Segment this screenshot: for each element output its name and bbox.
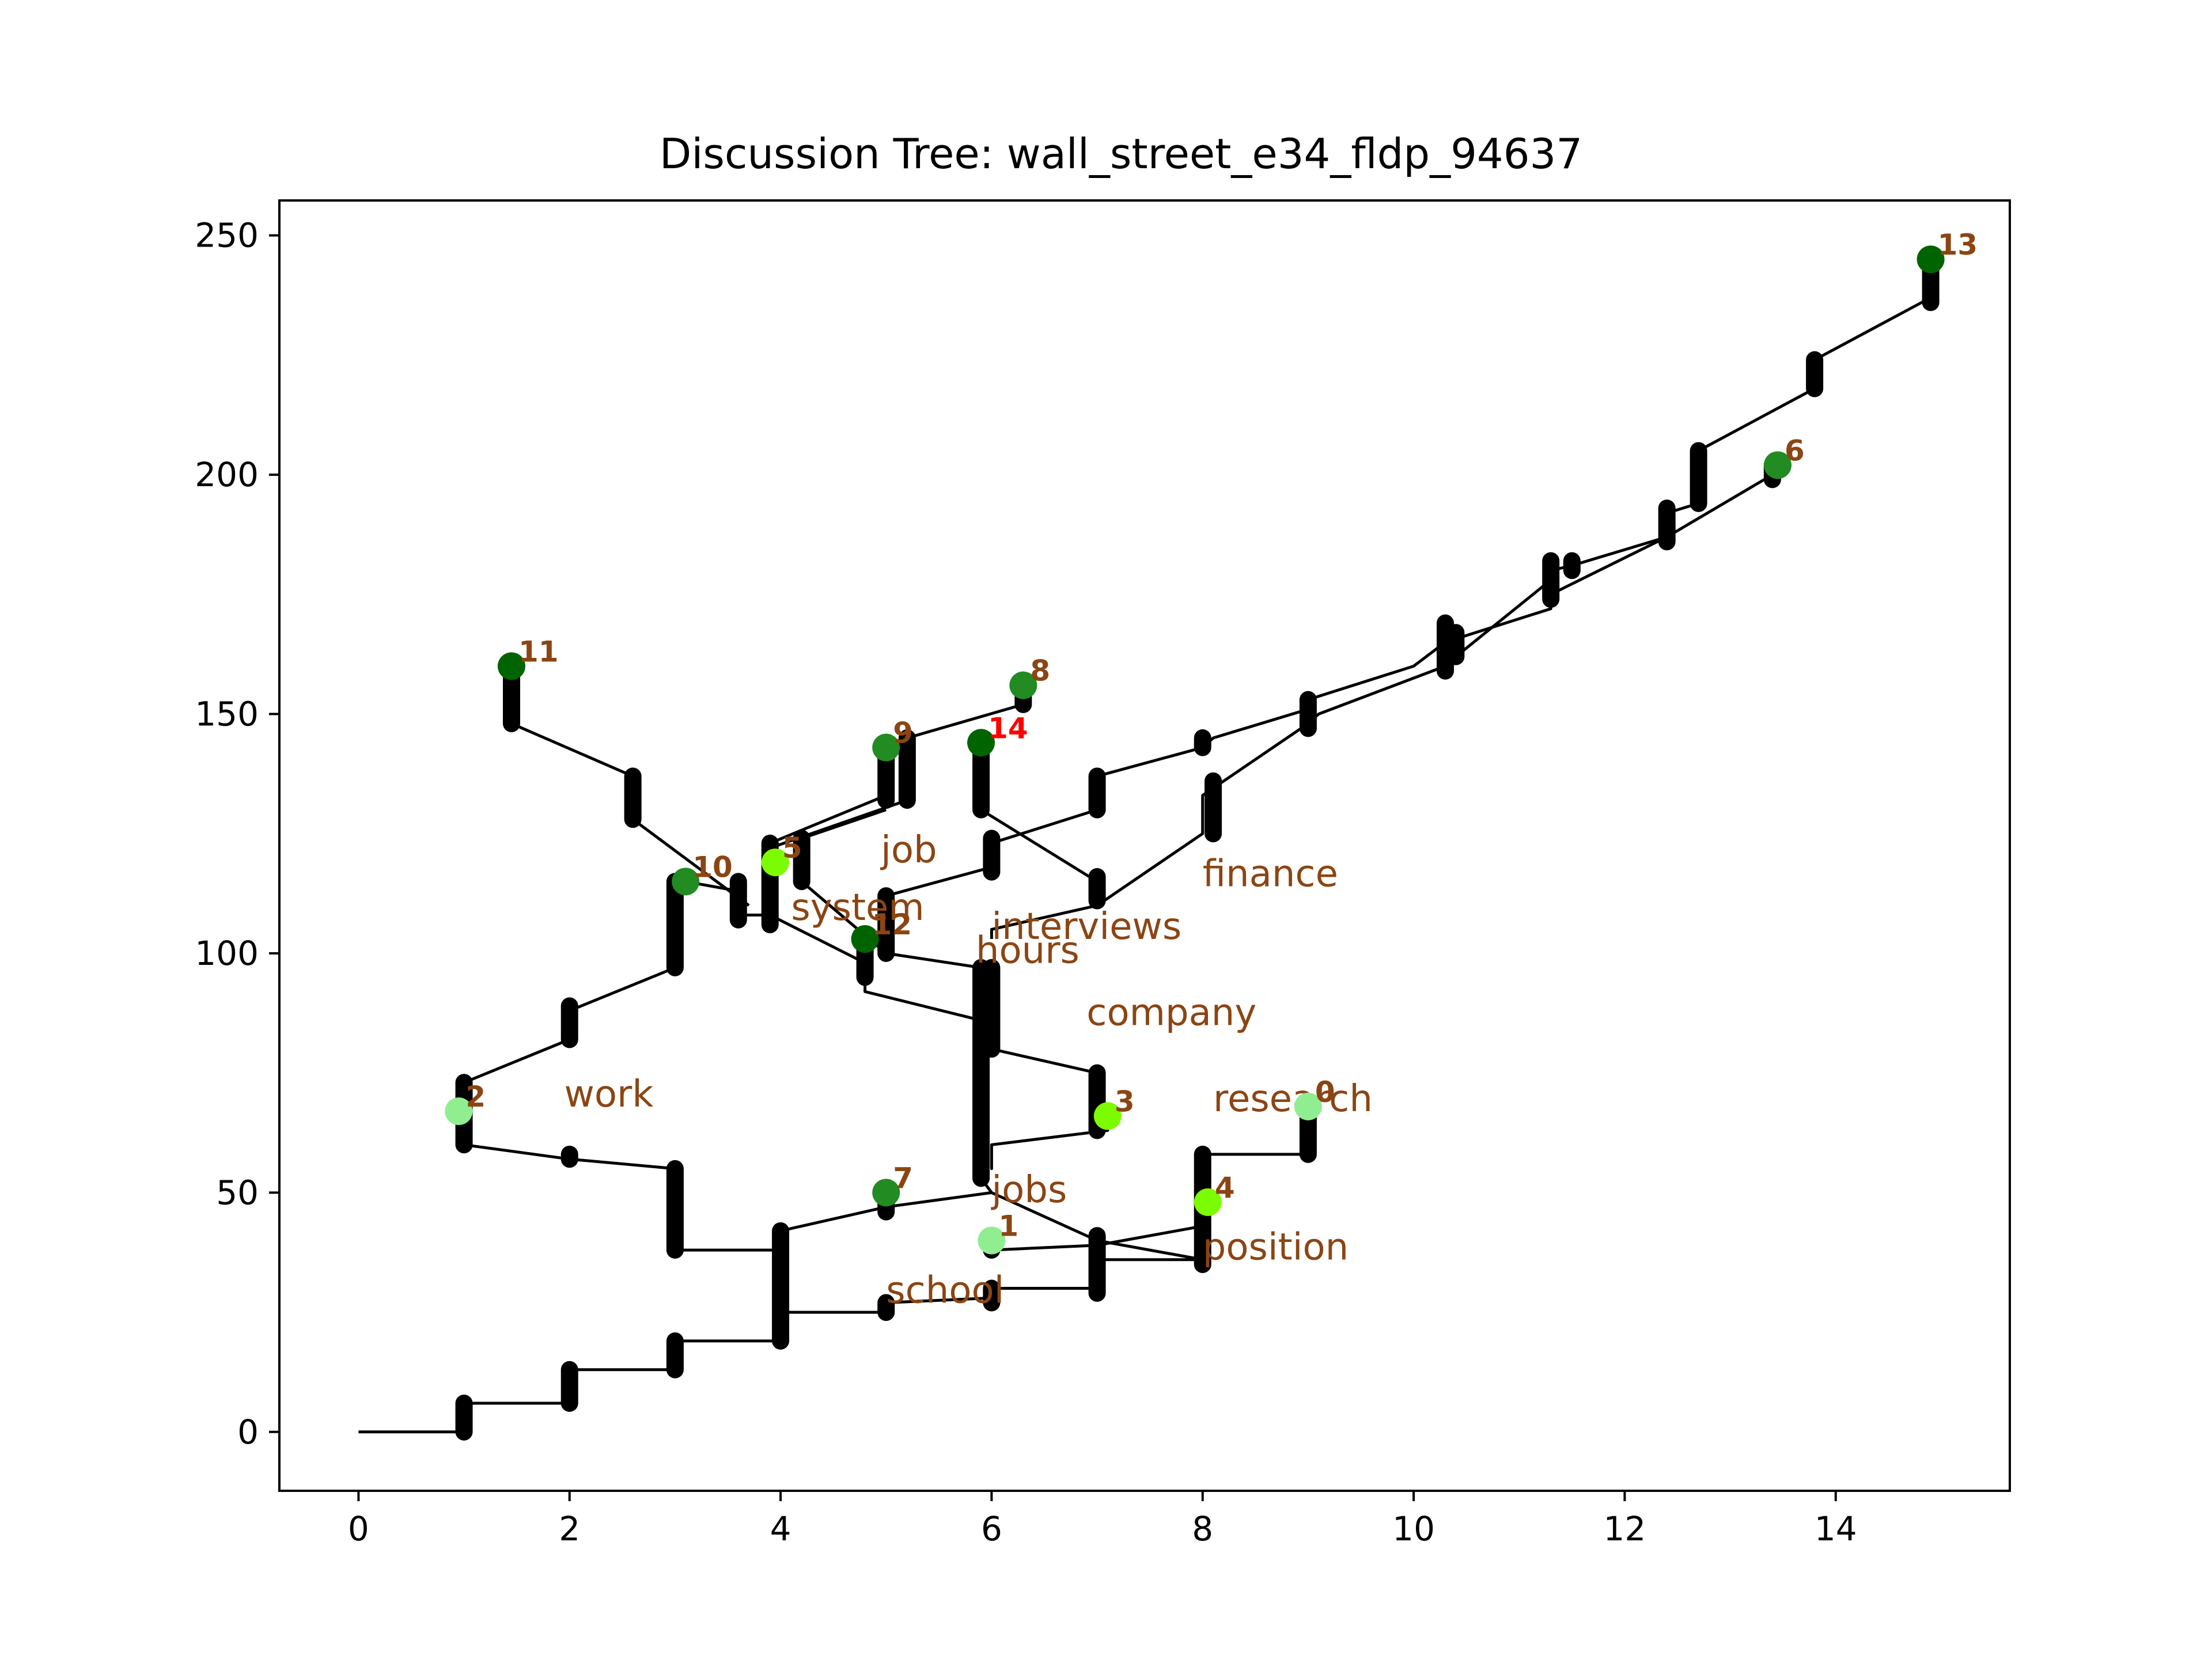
leaf-node-8: [1009, 671, 1037, 699]
leaf-node-3: [1093, 1102, 1122, 1130]
leaf-label-6: 6: [1785, 434, 1805, 467]
y-tick-label-0: 0: [237, 1412, 259, 1452]
leaf-label-2: 2: [465, 1080, 486, 1113]
word-label-position: position: [1203, 1226, 1349, 1269]
leaf-node-10: [672, 868, 700, 896]
leaf-label-4: 4: [1215, 1171, 1235, 1205]
x-tick-label-12: 12: [1604, 1509, 1646, 1548]
chart-title: Discussion Tree: wall_street_e34_fldp_94…: [660, 130, 1582, 178]
x-tick-label-10: 10: [1392, 1509, 1435, 1548]
leaf-label-11: 11: [518, 635, 559, 668]
leaf-node-11: [497, 652, 525, 680]
leaf-node-4: [1194, 1188, 1222, 1216]
leaf-node-6: [1764, 451, 1792, 479]
word-label-hours: hours: [976, 930, 1080, 972]
word-label-jobs: jobs: [990, 1169, 1067, 1211]
x-tick-label-6: 6: [981, 1509, 1002, 1548]
leaf-label-7: 7: [893, 1161, 913, 1195]
leaf-label-0: 0: [1315, 1075, 1335, 1109]
x-tick-label-8: 8: [1192, 1509, 1213, 1548]
leaf-label-9: 9: [893, 717, 913, 750]
leaf-node-14: [967, 729, 995, 757]
y-tick-label-50: 50: [216, 1173, 259, 1212]
y-axis: 0 50 100 150 200 250: [195, 216, 279, 1452]
word-label-work: work: [565, 1073, 654, 1116]
leaf-node-9: [872, 733, 900, 762]
leaf-node-2: [445, 1097, 473, 1126]
word-label-interviews: interviews: [991, 906, 1181, 948]
word-label-finance: finance: [1203, 853, 1338, 896]
y-tick-label-200: 200: [195, 455, 259, 494]
leaf-label-8: 8: [1030, 654, 1050, 688]
leaf-label-1: 1: [998, 1209, 1018, 1243]
leaf-label-5: 5: [782, 831, 802, 865]
leaf-node-0: [1294, 1092, 1322, 1120]
word-label-company: company: [1086, 992, 1256, 1035]
leaf-node-13: [1916, 245, 1945, 274]
leaf-label-3: 3: [1115, 1085, 1135, 1118]
word-label-job: job: [880, 829, 937, 872]
x-tick-label-0: 0: [348, 1509, 369, 1548]
leaf-node-1: [978, 1226, 1006, 1255]
x-axis: 0 2 4 6 8 10 12 14: [348, 1491, 1857, 1548]
leaf-label-13: 13: [1938, 228, 1978, 262]
x-tick-label-14: 14: [1815, 1509, 1857, 1548]
leaf-node-7: [872, 1179, 900, 1207]
x-tick-label-4: 4: [770, 1509, 791, 1548]
word-label-system: system: [791, 887, 924, 929]
y-tick-label-100: 100: [195, 934, 259, 973]
leaf-node-12: [851, 925, 879, 953]
word-label-school: school: [886, 1269, 1004, 1312]
word-label-research: research: [1213, 1078, 1373, 1120]
x-tick-label-2: 2: [559, 1509, 580, 1548]
y-tick-label-150: 150: [195, 695, 259, 734]
leaf-label-10: 10: [692, 850, 733, 884]
leaf-label-12: 12: [872, 908, 912, 941]
leaf-label-14: 14: [988, 711, 1028, 745]
y-tick-label-250: 250: [195, 216, 259, 255]
leaf-node-5: [761, 849, 789, 877]
axes-frame: [278, 199, 2011, 1492]
